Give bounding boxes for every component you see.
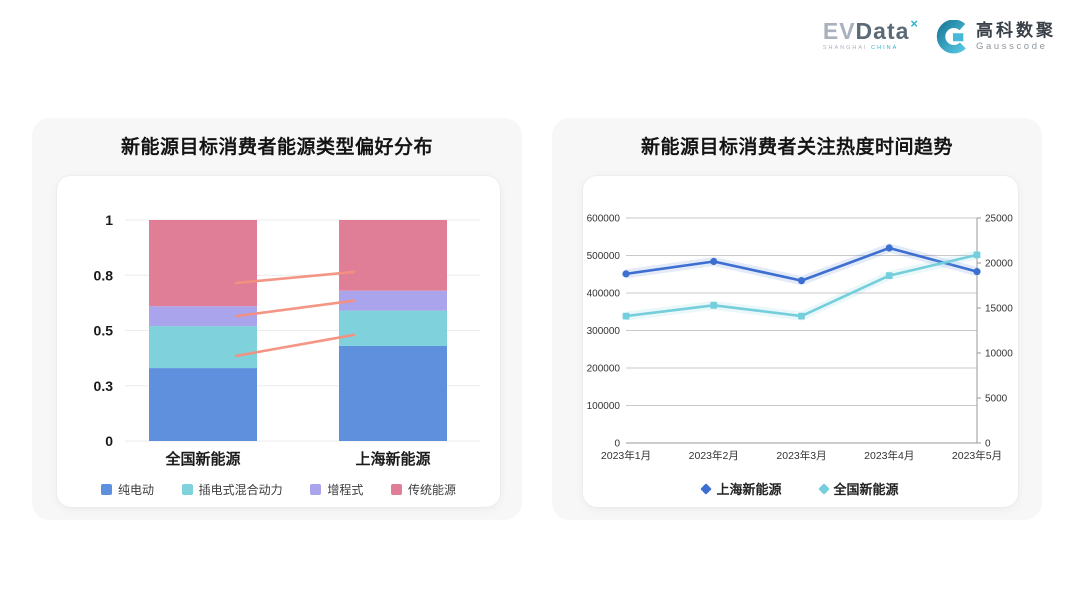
- data-point-icon: [710, 301, 718, 309]
- legend-label: 上海新能源: [716, 482, 782, 497]
- connector-lines: [234, 270, 356, 358]
- evdata-logo: EV Data × SHANGHAI CHINA: [822, 16, 919, 52]
- bar-segment[interactable]: [149, 326, 257, 369]
- x-tick-label: 2023年3月: [776, 449, 826, 462]
- svg-text:20000: 20000: [985, 259, 1013, 270]
- card-attention-trend: 新能源目标消费者关注热度时间趋势 600000 500000 400000 30000…: [552, 118, 1042, 520]
- legend-label: 增程式: [327, 483, 364, 497]
- gausscode-name-cn: 高科数聚: [976, 20, 1056, 40]
- svg-text:500000: 500000: [587, 251, 621, 262]
- svg-text:200000: 200000: [587, 364, 621, 375]
- data-point-icon: [885, 244, 893, 252]
- bar-segment[interactable]: [149, 368, 257, 441]
- x-tick-label: 2023年1月: [601, 449, 651, 462]
- line-grid: [626, 217, 977, 444]
- data-point-icon: [622, 312, 630, 320]
- legend-marker-icon: [390, 484, 402, 495]
- evdata-logo-mark: ×: [910, 16, 919, 31]
- bar-segment[interactable]: [339, 310, 447, 346]
- svg-text:0: 0: [105, 433, 113, 449]
- bar-y-axis: 0 0.3 0.5 0.8 1: [94, 212, 114, 449]
- bar-chart-panel: 0 0.3 0.5 0.8 1 全国新能源 上海新能源 纯电动 插电式混合动力 增程式 传统能源: [57, 176, 500, 507]
- evdata-logo-data: Data: [855, 18, 910, 44]
- line-series[interactable]: [622, 250, 981, 321]
- legend-marker-icon: [817, 482, 830, 495]
- x-tick-label: 2023年2月: [689, 449, 739, 462]
- legend-label: 传统能源: [407, 483, 456, 497]
- legend-label: 全国新能源: [833, 482, 899, 497]
- data-point-icon: [797, 277, 806, 285]
- legend-marker-icon: [310, 484, 322, 495]
- y-axis-right: 25000 20000 15000 10000 5000 0: [976, 214, 1013, 450]
- data-point-icon: [973, 268, 981, 276]
- svg-text:10000: 10000: [985, 349, 1013, 360]
- legend-item[interactable]: 插电式混合动力: [181, 481, 283, 498]
- evdata-logo-subtext: SHANGHAI: [822, 45, 868, 51]
- data-point-icon: [885, 272, 893, 279]
- svg-text:25000: 25000: [985, 214, 1013, 225]
- svg-text:0.3: 0.3: [94, 378, 114, 394]
- svg-text:0: 0: [614, 439, 620, 450]
- bar-segment[interactable]: [339, 345, 447, 441]
- bar-segment[interactable]: [339, 220, 447, 291]
- svg-text:100000: 100000: [587, 401, 621, 412]
- data-point-icon: [622, 270, 630, 278]
- bar-category-label: 上海新能源: [355, 450, 430, 468]
- svg-text:5000: 5000: [985, 394, 1008, 405]
- gausscode-logo: 高科数聚 Gausscode: [935, 20, 1056, 54]
- svg-text:0.8: 0.8: [94, 267, 114, 283]
- legend-marker-icon: [700, 482, 713, 495]
- trend-connector-line: [234, 333, 356, 358]
- legend-label: 插电式混合动力: [198, 483, 283, 497]
- svg-text:600000: 600000: [587, 214, 621, 225]
- evdata-logo-subtext-accent: CHINA: [871, 45, 899, 51]
- x-tick-label: 2023年5月: [952, 449, 1002, 462]
- line-chart-legend: 上海新能源 全国新能源: [583, 479, 1018, 498]
- legend-item[interactable]: 传统能源: [390, 481, 456, 498]
- svg-text:400000: 400000: [587, 289, 621, 300]
- legend-item[interactable]: 增程式: [310, 481, 363, 498]
- bar-segment[interactable]: [149, 220, 257, 307]
- svg-text:1: 1: [105, 212, 113, 228]
- x-axis: 2023年1月 2023年2月 2023年3月 2023年4月 2023年5月: [601, 442, 1002, 462]
- svg-text:0: 0: [985, 439, 991, 450]
- gausscode-g-icon: [936, 20, 966, 54]
- line-chart[interactable]: 6000005000004000003000002000001000000250…: [583, 176, 1018, 507]
- card-energy-preference: 新能源目标消费者能源类型偏好分布 0 0.3 0.5 0.8 1 全国新能源 上海新能源 纯…: [32, 118, 522, 520]
- x-tick-label: 2023年4月: [864, 449, 914, 462]
- evdata-logo-ev: EV: [822, 18, 856, 44]
- bar-series: 全国新能源 上海新能源: [149, 220, 447, 468]
- stacked-bar-chart[interactable]: 0 0.3 0.5 0.8 1 全国新能源 上海新能源: [57, 176, 500, 507]
- legend-marker-icon: [101, 484, 112, 495]
- data-point-icon: [710, 257, 718, 266]
- bar-segment[interactable]: [339, 290, 447, 311]
- data-point-icon: [798, 312, 805, 320]
- bar-category-label: 全国新能源: [164, 450, 240, 468]
- svg-text:300000: 300000: [587, 326, 621, 337]
- svg-text:0.5: 0.5: [94, 323, 114, 339]
- legend-label: 纯电动: [118, 483, 155, 497]
- legend-item[interactable]: 全国新能源: [817, 479, 899, 498]
- trend-connector-line: [234, 299, 356, 318]
- header-logo-bar: EV Data × SHANGHAI CHINA 高科数聚 Gausscode: [822, 16, 1056, 54]
- data-point-icon: [973, 251, 981, 259]
- line-chart-panel: 600000 500000 400000 300000 200000 100000 0 250…: [583, 176, 1018, 507]
- line-series[interactable]: [622, 243, 981, 286]
- legend-item[interactable]: 纯电动: [101, 481, 154, 498]
- line-chart-title: 新能源目标消费者关注热度时间趋势: [640, 137, 953, 158]
- bar-chart-title: 新能源目标消费者能源类型偏好分布: [120, 137, 433, 158]
- legend-marker-icon: [181, 484, 193, 495]
- y-axis-left: 600000 500000 400000 300000 200000 100000 0: [587, 214, 621, 450]
- bar-segment[interactable]: [149, 306, 257, 327]
- svg-text:15000: 15000: [985, 304, 1013, 315]
- trend-connector-line: [234, 270, 356, 285]
- legend-item[interactable]: 上海新能源: [700, 479, 782, 498]
- bar-chart-legend: 纯电动 插电式混合动力 增程式 传统能源: [57, 481, 500, 498]
- gausscode-name-en: Gausscode: [976, 40, 1048, 52]
